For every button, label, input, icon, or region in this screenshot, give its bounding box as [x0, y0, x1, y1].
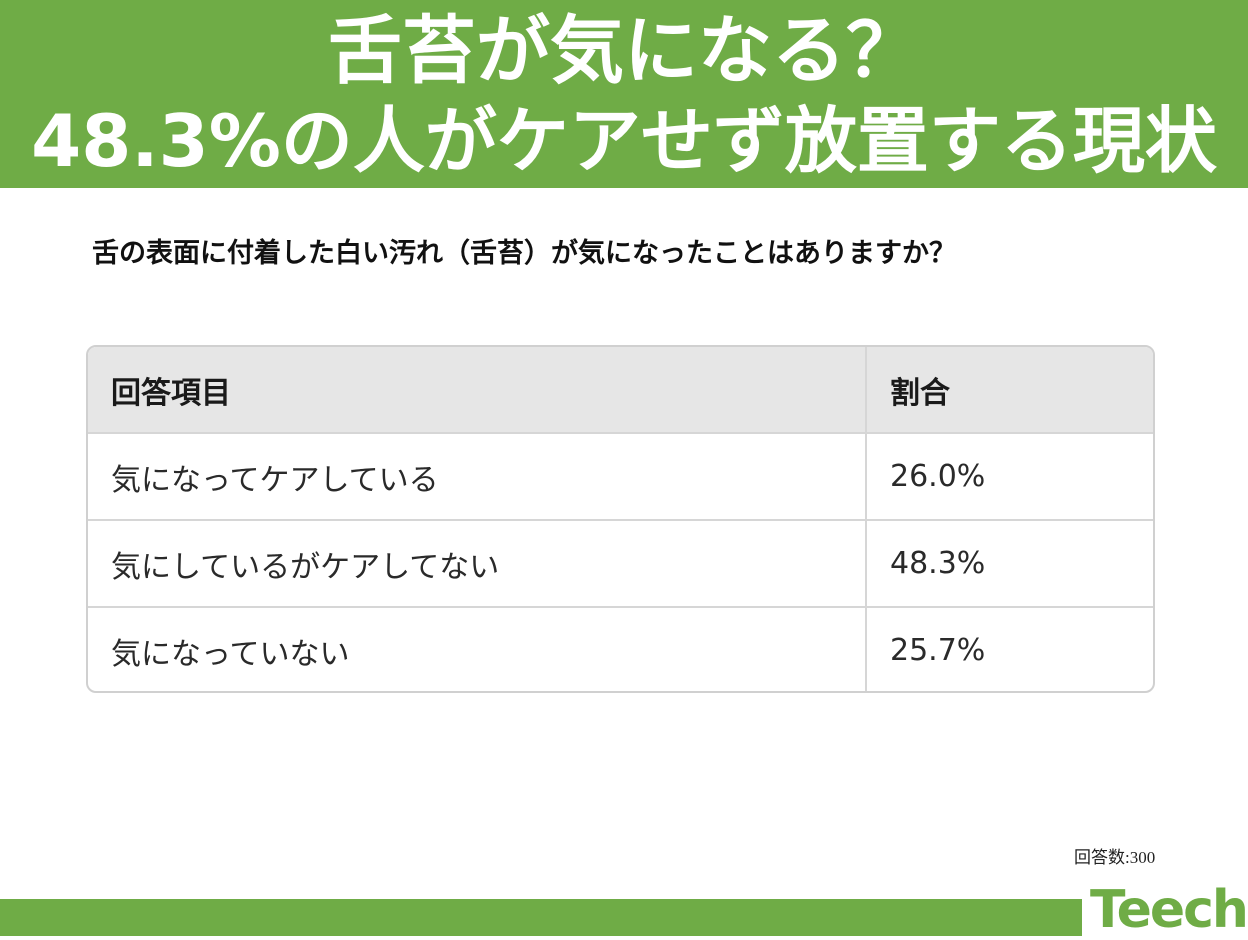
title-banner: 舌苔が気になる？ 48.3%の人がケアせず放置する現状: [0, 0, 1248, 188]
table-row: 気にしているがケアしてない 48.3%: [88, 521, 1153, 608]
title-line-1: 舌苔が気になる？: [328, 8, 920, 94]
answer-item: 気になってケアしている: [88, 434, 867, 519]
answer-item: 気にしているがケアしてない: [88, 521, 867, 606]
respondent-count: 回答数:300: [1074, 848, 1156, 867]
survey-question: 舌の表面に付着した白い汚れ（舌苔）が気になったことはありますか？: [92, 238, 956, 269]
table-header-row: 回答項目 割合: [88, 347, 1153, 434]
results-table: 回答項目 割合 気になってケアしている 26.0% 気にしているがケアしてない …: [86, 345, 1155, 693]
teech-logo: Teech: [1090, 880, 1248, 940]
table-row: 気になっていない 25.7%: [88, 608, 1153, 691]
answer-ratio: 25.7%: [890, 633, 986, 668]
column-header-ratio: 割合: [890, 375, 950, 411]
title-line-2: 48.3%の人がケアせず放置する現状: [31, 99, 1217, 183]
table-row: 気になってケアしている 26.0%: [88, 434, 1153, 521]
answer-ratio: 48.3%: [890, 546, 986, 581]
answer-ratio: 26.0%: [890, 459, 986, 494]
answer-item: 気になっていない: [88, 608, 867, 691]
column-header-item: 回答項目: [88, 347, 867, 432]
footer-bar: [0, 899, 1248, 936]
logo-background: [1082, 886, 1248, 936]
